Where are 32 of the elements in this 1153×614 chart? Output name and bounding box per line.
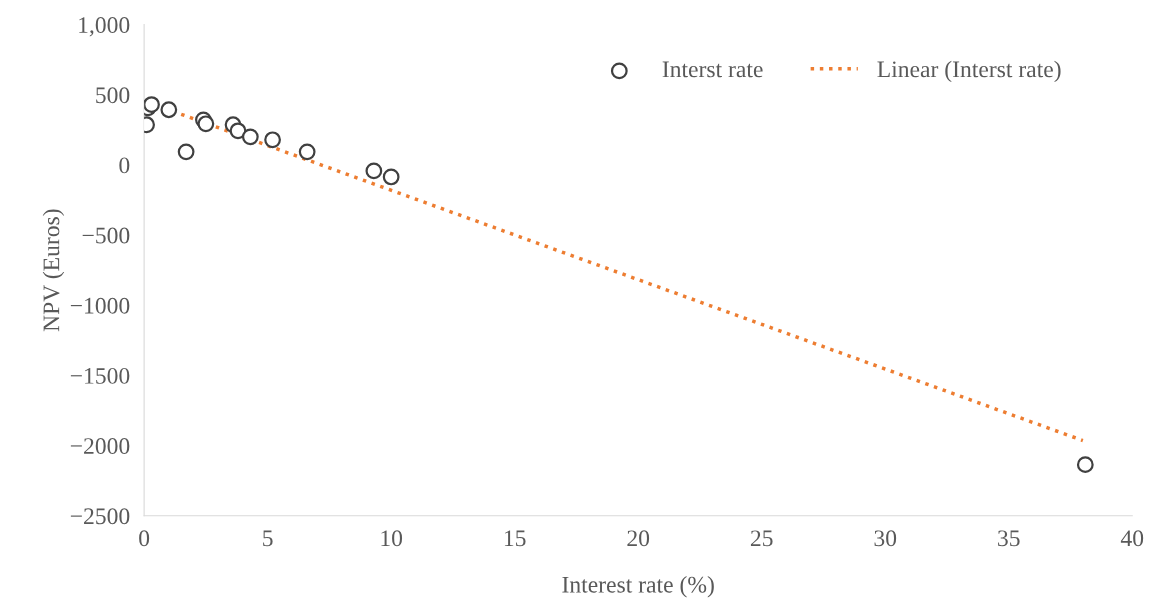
y-tick-label: −500	[82, 227, 130, 244]
x-tick-label: 10	[381, 530, 403, 547]
y-tick-label: −2500	[70, 508, 130, 525]
y-tick-label: 1,000	[79, 17, 130, 37]
x-tick-label: 0	[139, 530, 150, 547]
legend-label: Linear (Interst rate)	[877, 60, 1061, 83]
point	[144, 96, 160, 113]
point	[197, 115, 215, 133]
x-axis-title: Interest rate (%)	[562, 576, 714, 598]
point	[229, 122, 247, 140]
x-tick-label: 15	[504, 530, 526, 547]
y-tick-label: 500	[96, 87, 130, 104]
legend-label: Interst rate	[662, 61, 763, 78]
y-tick-label: 0	[119, 157, 130, 174]
point	[1076, 456, 1094, 474]
y-tick-label: −2000	[70, 438, 130, 455]
point	[241, 128, 259, 146]
x-tick-label: 5	[263, 530, 273, 547]
y-tick-label: −1000	[70, 297, 130, 314]
point	[298, 143, 316, 161]
y-axis-title: NPV (Euros)	[42, 209, 65, 332]
x-tick-label: 30	[874, 530, 897, 547]
point	[264, 131, 281, 149]
point	[382, 168, 400, 186]
x-tick-label: 40	[1120, 530, 1144, 547]
y-tick-label: −1500	[70, 367, 130, 384]
point	[160, 101, 178, 119]
point	[177, 143, 195, 161]
x-tick-label: 20	[627, 530, 650, 547]
x-tick-label: 25	[750, 530, 773, 547]
x-tick-label: 35	[998, 530, 1020, 547]
point	[365, 162, 383, 180]
